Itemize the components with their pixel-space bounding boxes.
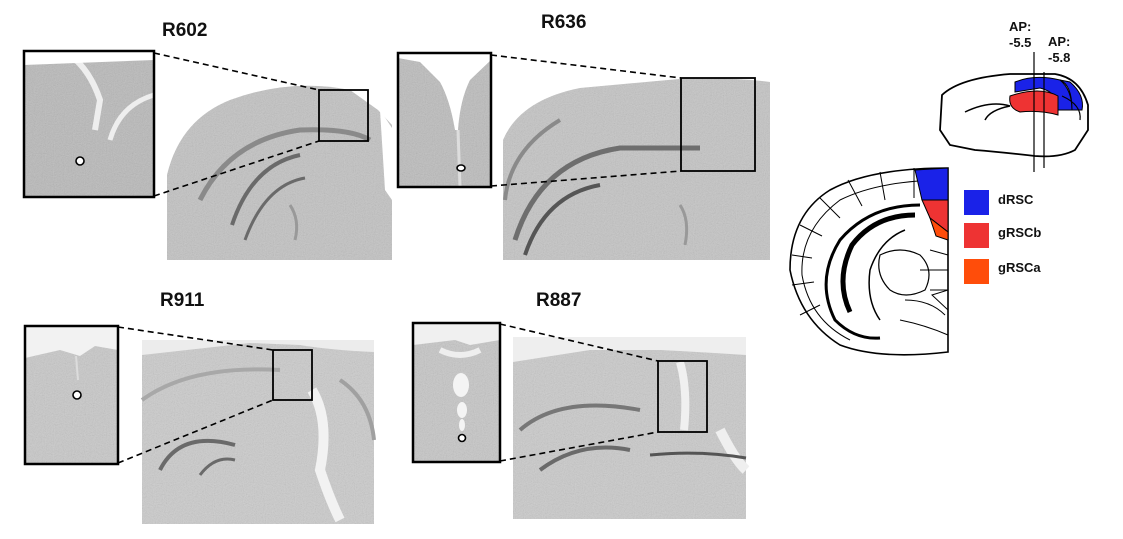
sagittal-brain-schematic [939, 52, 1089, 172]
r887-zoom-line-bottom [499, 431, 659, 462]
r636-zoom-line-bottom [490, 170, 682, 187]
r602-section-image [167, 85, 392, 260]
panel-label-r887: R887 [536, 290, 582, 311]
r887-zoom-box [657, 360, 708, 433]
legend-label-grsca: gRSCa [998, 260, 1041, 275]
r602-lesion-marker [75, 156, 85, 166]
r636-section-image [503, 78, 770, 260]
r602-zoom-line-bottom [153, 140, 320, 197]
panel-r887 [411, 321, 750, 519]
legend-label-drsc: dRSC [998, 192, 1034, 207]
panel-r602 [22, 49, 392, 260]
r911-section-image [140, 340, 376, 524]
r636-inset-frame [396, 51, 493, 189]
r602-inset-image [24, 51, 155, 197]
legend-swatch-drsc [964, 190, 989, 215]
r602-zoom-line-top [153, 52, 320, 91]
r887-section-image [513, 337, 750, 519]
r911-zoom-line-bottom [117, 399, 274, 464]
panel-label-r636: R636 [541, 12, 587, 33]
ap-label-first: AP: -5.5 [1009, 19, 1032, 50]
coronal-grsca-region [929, 216, 949, 241]
ap-label-second: AP: -5.8 [1048, 34, 1071, 65]
r887-inset-image [413, 323, 500, 462]
r911-inset-image [25, 326, 118, 464]
panel-label-r602: R602 [162, 20, 208, 41]
r911-lesion-marker [72, 390, 82, 400]
legend-label-grscb: gRSCb [998, 225, 1042, 240]
legend-swatch-grsca [964, 259, 989, 284]
r636-inset-image [398, 53, 491, 188]
r602-zoom-box [318, 89, 369, 142]
r636-lesion-marker [456, 164, 466, 172]
coronal-brain-schematic [789, 167, 949, 356]
r636-zoom-line-top [490, 54, 682, 79]
r887-inset-frame [411, 321, 502, 464]
r887-zoom-line-top [499, 323, 659, 362]
r911-zoom-box [272, 349, 313, 401]
panel-r911 [23, 324, 376, 524]
r911-inset-frame [23, 324, 120, 466]
panel-r636 [396, 51, 770, 260]
panel-label-r911: R911 [160, 290, 205, 311]
r887-lesion-marker [457, 433, 467, 443]
r911-zoom-line-top [117, 326, 274, 351]
r636-zoom-box [680, 77, 756, 172]
r602-inset-frame [22, 49, 156, 199]
legend-swatch-grscb [964, 223, 989, 248]
